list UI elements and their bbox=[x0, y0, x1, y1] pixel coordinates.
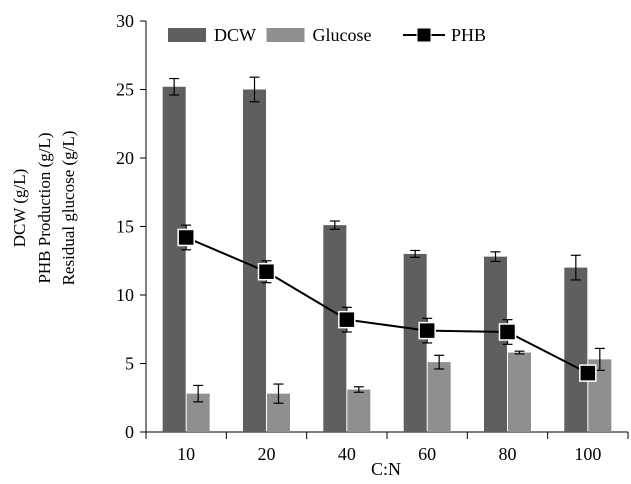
y-tick-label: 25 bbox=[116, 80, 134, 100]
y-axis-label-2: PHB Production (g/L) bbox=[35, 132, 54, 283]
phb-point bbox=[418, 321, 436, 340]
bars bbox=[162, 86, 612, 432]
dcw-bar bbox=[403, 253, 427, 432]
y-tick-label: 15 bbox=[116, 217, 134, 237]
x-tick-label: 60 bbox=[418, 444, 436, 464]
y-axis-label-3: Residual glucose (g/L) bbox=[59, 131, 78, 286]
glucose-bar bbox=[186, 393, 210, 432]
axes bbox=[140, 20, 629, 439]
x-tick-label: 10 bbox=[177, 444, 195, 464]
dcw-bar bbox=[564, 267, 588, 432]
glucose-bar bbox=[267, 393, 290, 432]
x-tick-label: 40 bbox=[338, 444, 356, 464]
dcw-bar bbox=[243, 89, 266, 432]
legend-swatch-glucose bbox=[266, 28, 305, 42]
x-tick-label: 20 bbox=[258, 444, 276, 464]
glucose-bar bbox=[347, 389, 371, 432]
legend-label-phb: PHB bbox=[451, 25, 486, 45]
legend-label-dcw: DCW bbox=[214, 25, 256, 45]
x-tick-label: 100 bbox=[574, 444, 601, 464]
y-tick-label: 5 bbox=[125, 354, 134, 374]
error-bars bbox=[169, 76, 605, 404]
y-tick-label: 30 bbox=[116, 11, 134, 31]
dcw-bar bbox=[162, 86, 186, 432]
y-axis-label-1: DCW (g/L) bbox=[10, 169, 29, 248]
phb-point bbox=[498, 323, 517, 341]
x-tick-label: 80 bbox=[499, 444, 517, 464]
x-axis-label: C:N bbox=[371, 459, 401, 479]
glucose-bar bbox=[427, 362, 451, 432]
phb-series bbox=[177, 228, 597, 382]
glucose-bar bbox=[508, 352, 531, 432]
dcw-bar bbox=[323, 225, 347, 432]
legend-marker-phb bbox=[416, 27, 432, 43]
y-tick-label: 20 bbox=[116, 148, 134, 168]
phb-point bbox=[177, 228, 195, 247]
phb-point bbox=[579, 364, 597, 382]
phb-point bbox=[338, 310, 356, 329]
y-tick-label: 10 bbox=[116, 285, 134, 305]
phb-point bbox=[257, 262, 276, 281]
phb-line bbox=[185, 236, 589, 374]
tick-labels: 0 5 10 15 20 25 30 10 20 40 60 80 100 bbox=[116, 11, 601, 464]
legend-label-glucose: Glucose bbox=[313, 25, 372, 45]
legend: DCW Glucose PHB bbox=[168, 25, 486, 45]
legend-swatch-dcw bbox=[168, 28, 206, 42]
dcw-bar bbox=[484, 256, 507, 432]
y-tick-label: 0 bbox=[125, 422, 134, 442]
